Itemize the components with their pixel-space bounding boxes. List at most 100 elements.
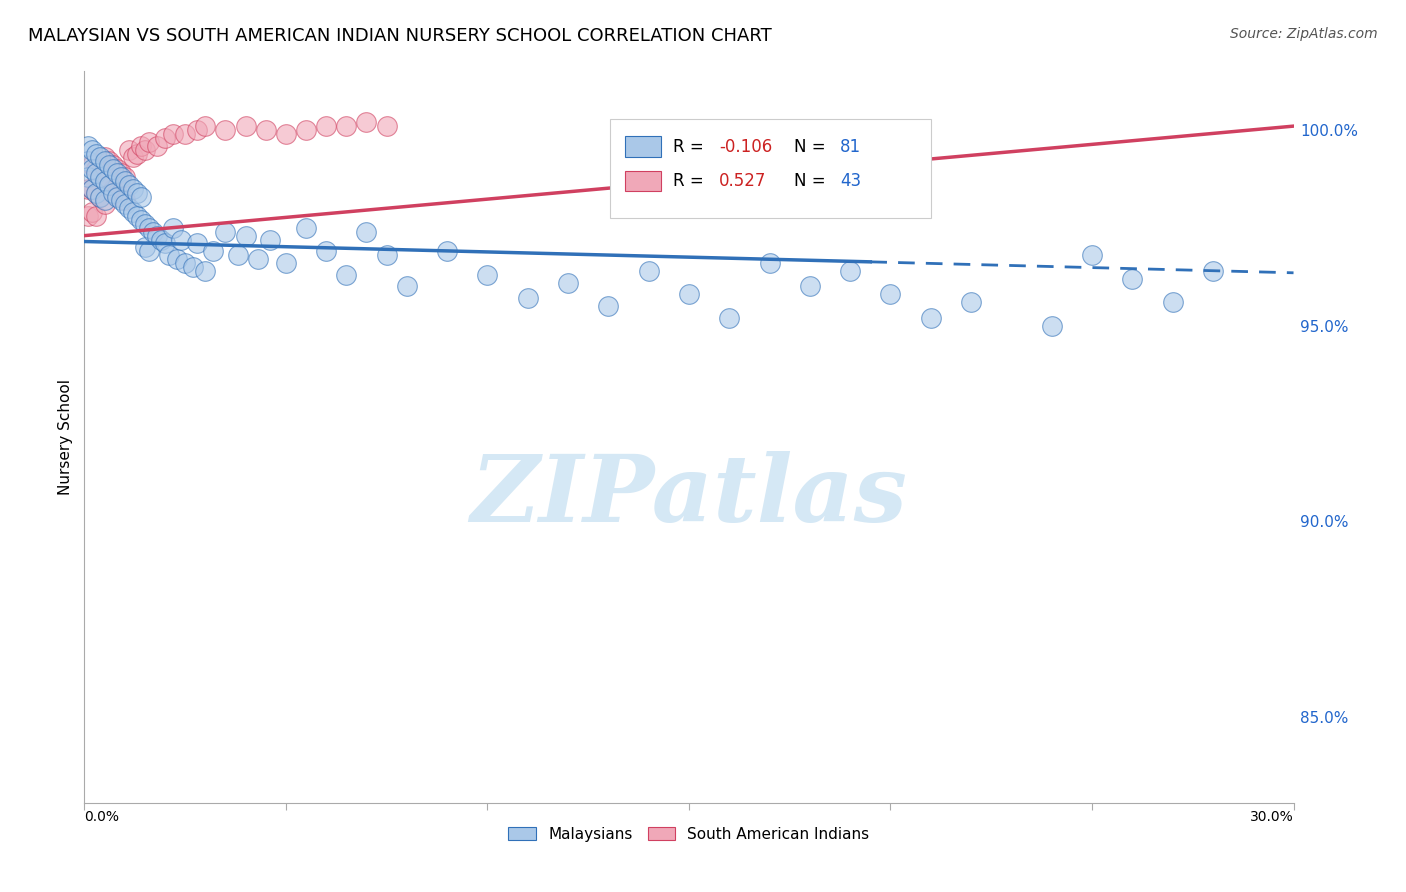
Point [82,162,104,177]
Point [516,291,538,305]
Point [557,276,579,290]
Point [259,233,281,247]
Point [77,209,100,223]
Point [93,174,115,188]
Text: R =: R = [673,172,709,190]
Point [121,182,143,196]
Point [89,166,111,180]
Point [920,310,942,325]
Point [93,174,115,188]
Point [356,225,378,239]
Point [1121,271,1143,285]
Point [153,131,176,145]
Point [82,182,104,196]
Text: N =: N = [794,137,831,156]
Point [138,220,160,235]
Point [86,162,108,177]
Point [101,158,124,172]
Point [879,287,901,301]
Point [375,119,398,133]
Point [114,169,136,184]
Point [114,197,136,211]
Point [174,127,197,141]
Point [105,166,128,180]
Point [170,233,193,247]
Point [114,174,136,188]
Point [89,150,111,164]
Point [274,256,297,270]
Point [105,186,128,200]
Point [194,119,217,133]
Text: R =: R = [673,137,709,156]
Point [82,158,104,172]
Point [129,138,152,153]
Point [375,248,398,262]
Point [82,143,104,157]
Point [839,264,862,278]
Point [118,178,141,192]
Point [101,162,124,177]
Point [335,268,357,282]
Point [93,197,115,211]
Point [235,228,257,243]
Point [395,279,418,293]
Point [214,123,236,137]
Point [121,150,143,164]
Point [86,186,108,200]
Point [718,310,741,325]
Point [110,194,132,208]
Point [146,138,169,153]
Point [138,244,160,259]
Point [105,162,128,177]
Point [121,205,143,219]
Point [758,256,780,270]
Point [86,186,108,200]
Text: 0.0%: 0.0% [84,810,120,824]
FancyBboxPatch shape [624,136,661,157]
Point [194,264,217,278]
Point [166,252,188,266]
Point [174,256,197,270]
Point [134,143,156,157]
Point [226,248,249,262]
Point [138,135,160,149]
Point [1040,318,1063,333]
Point [89,189,111,203]
Point [356,115,378,129]
Point [477,268,499,282]
Point [82,182,104,196]
Point [186,236,208,251]
Text: -0.106: -0.106 [720,137,772,156]
Point [162,127,184,141]
Point [799,279,821,293]
Point [214,225,236,239]
Point [274,127,297,141]
Point [186,123,208,137]
Point [97,154,120,169]
FancyBboxPatch shape [624,171,661,191]
Point [110,166,132,180]
Point [110,169,132,184]
Point [162,220,184,235]
Point [125,146,148,161]
Point [134,217,156,231]
Point [93,194,115,208]
Text: N =: N = [794,172,831,190]
Point [678,287,700,301]
Point [598,299,620,313]
Point [77,154,100,169]
Point [97,178,120,192]
Point [157,248,180,262]
Point [77,138,100,153]
Point [125,186,148,200]
Point [1202,264,1225,278]
Point [149,233,172,247]
Point [254,123,277,137]
Point [295,123,318,137]
Point [118,201,141,215]
Point [89,169,111,184]
Point [77,169,100,184]
Text: 81: 81 [841,137,862,156]
Point [125,209,148,223]
Point [93,150,115,164]
